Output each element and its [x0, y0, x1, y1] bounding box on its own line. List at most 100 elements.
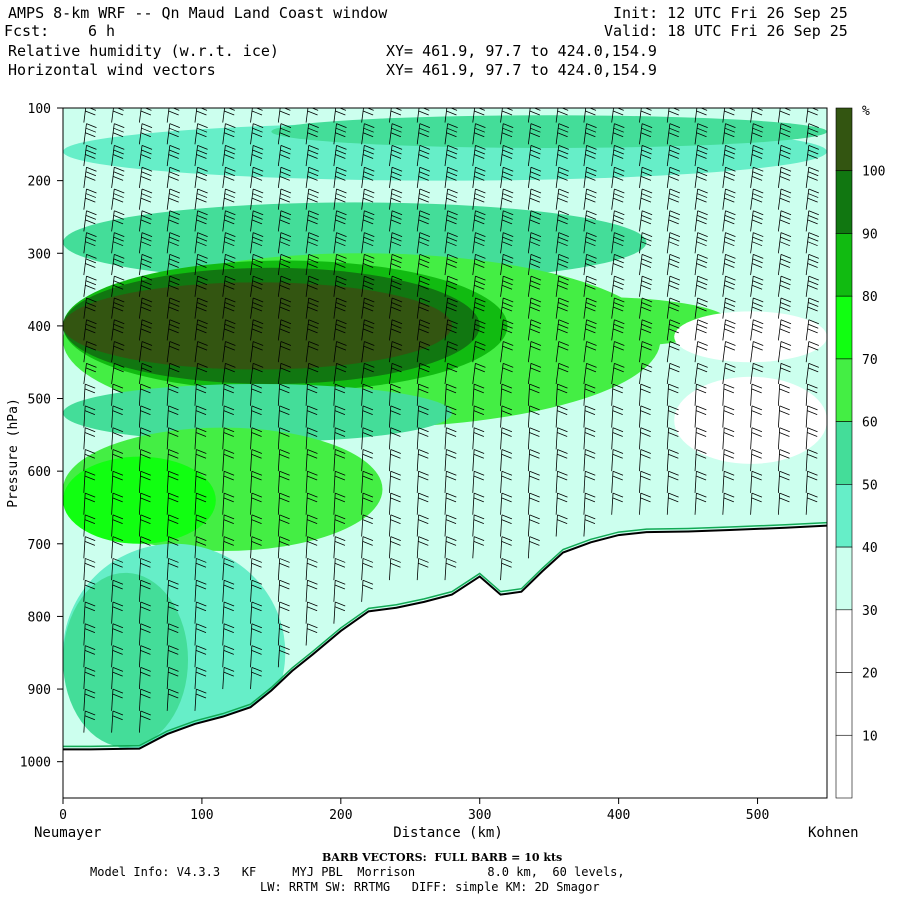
wind-barb: [389, 319, 393, 341]
wind-barb-feather: [168, 623, 179, 629]
wind-barb: [111, 710, 114, 733]
wind-barb-feather: [85, 667, 96, 672]
wind-barb: [166, 384, 169, 406]
wind-barb: [277, 558, 281, 581]
wind-barb: [222, 145, 226, 167]
wind-barb-feather: [529, 388, 540, 394]
wind-barb-feather: [668, 497, 679, 503]
wind-barb: [555, 384, 558, 406]
wind-barb-feather: [419, 323, 430, 329]
wind-barb-feather: [364, 102, 374, 106]
wind-barb-feather: [696, 470, 707, 476]
wind-barb-feather: [362, 132, 374, 138]
wind-barb-feather: [391, 323, 402, 329]
wind-barb-feather: [475, 232, 486, 237]
x-tick-label: 400: [607, 808, 630, 823]
wind-barb-feather: [363, 214, 374, 220]
wind-barb: [166, 689, 169, 711]
wind-barb-feather: [447, 362, 458, 368]
wind-barb-feather: [224, 197, 235, 203]
wind-barb-feather: [85, 470, 96, 476]
wind-barb: [805, 188, 810, 210]
wind-barb-feather: [169, 145, 180, 150]
wind-barb-feather: [113, 171, 124, 177]
wind-barb-feather: [473, 470, 485, 476]
wind-barb: [444, 145, 449, 167]
wind-barb: [444, 471, 447, 493]
valid-time: Valid: 18 UTC Fri 26 Sep 25: [604, 22, 848, 40]
wind-barb-feather: [252, 171, 263, 177]
wind-barb-feather: [112, 427, 124, 433]
wind-barb: [500, 276, 504, 297]
wind-barb-feather: [807, 284, 818, 290]
wind-barb-feather: [196, 323, 208, 329]
wind-barb-feather: [197, 210, 208, 216]
wind-barb: [722, 471, 725, 493]
wind-barb-feather: [224, 149, 235, 155]
wind-barb-feather: [251, 328, 263, 334]
wind-barb-feather: [364, 123, 375, 129]
wind-barb-feather: [168, 475, 179, 481]
wind-barb-feather: [474, 241, 485, 247]
wind-barb: [472, 514, 475, 537]
wind-barb-feather: [224, 345, 235, 351]
wind-barb: [583, 449, 586, 472]
colorbar-segment: [835, 734, 853, 799]
wind-barb: [694, 254, 699, 276]
x-tick-label: 0: [59, 808, 67, 823]
wind-barb: [666, 297, 671, 319]
y-tick-label: 400: [28, 320, 51, 335]
wind-barb-feather: [362, 470, 374, 476]
wind-barb-feather: [364, 166, 375, 172]
wind-barb-feather: [558, 254, 569, 259]
colorbar-segment: [835, 170, 853, 234]
wind-barb-feather: [335, 558, 346, 563]
wind-barb-feather: [308, 297, 319, 303]
wind-barb-feather: [584, 388, 596, 394]
wind-barb-feather: [585, 149, 597, 155]
wind-barb-feather: [557, 175, 568, 181]
barb-note: BARB VECTORS: FULL BARB = 10 kts: [322, 851, 563, 864]
wind-barb-feather: [473, 388, 484, 394]
wind-barb: [611, 167, 615, 188]
wind-barb-feather: [558, 297, 569, 303]
wind-barb: [555, 493, 558, 515]
wind-barb-feather: [169, 302, 180, 307]
wind-barb-feather: [336, 254, 347, 259]
wind-barb-feather: [84, 693, 96, 699]
wind-barb-feather: [725, 341, 736, 346]
wind-barb-feather: [751, 197, 763, 203]
wind-barb: [333, 601, 336, 624]
colorbar-tick-label: 50: [862, 478, 878, 493]
wind-barb-feather: [779, 427, 790, 433]
wind-barb-feather: [529, 110, 540, 116]
wind-barb-feather: [474, 345, 485, 351]
wind-barb: [639, 319, 643, 341]
wind-barb-feather: [223, 671, 234, 677]
wind-barb-feather: [168, 241, 179, 247]
wind-barb-feather: [141, 236, 152, 242]
wind-barb: [305, 363, 310, 385]
wind-barb-feather: [613, 236, 624, 242]
wind-barb-feather: [642, 102, 652, 106]
wind-barb-feather: [362, 519, 373, 524]
wind-barb-feather: [196, 175, 207, 181]
wind-barb: [694, 167, 699, 188]
wind-barb-feather: [753, 362, 764, 368]
wind-barb-feather: [279, 470, 290, 476]
wind-barb-feather: [696, 236, 708, 242]
wind-barb-feather: [585, 280, 597, 286]
wind-barb: [111, 623, 114, 646]
wind-barb-feather: [391, 275, 403, 281]
wind-barb-feather: [751, 388, 762, 394]
wind-barb-feather: [752, 127, 763, 133]
wind-barb-feather: [86, 319, 97, 325]
rh-contour-region: [674, 311, 827, 363]
wind-barb-feather: [753, 254, 764, 259]
wind-barb-feather: [307, 241, 318, 247]
wind-barb: [500, 471, 503, 493]
wind-barb-feather: [529, 383, 540, 389]
wind-barb-feather: [85, 710, 96, 716]
wind-barb: [277, 601, 281, 624]
wind-barb-feather: [391, 362, 403, 368]
